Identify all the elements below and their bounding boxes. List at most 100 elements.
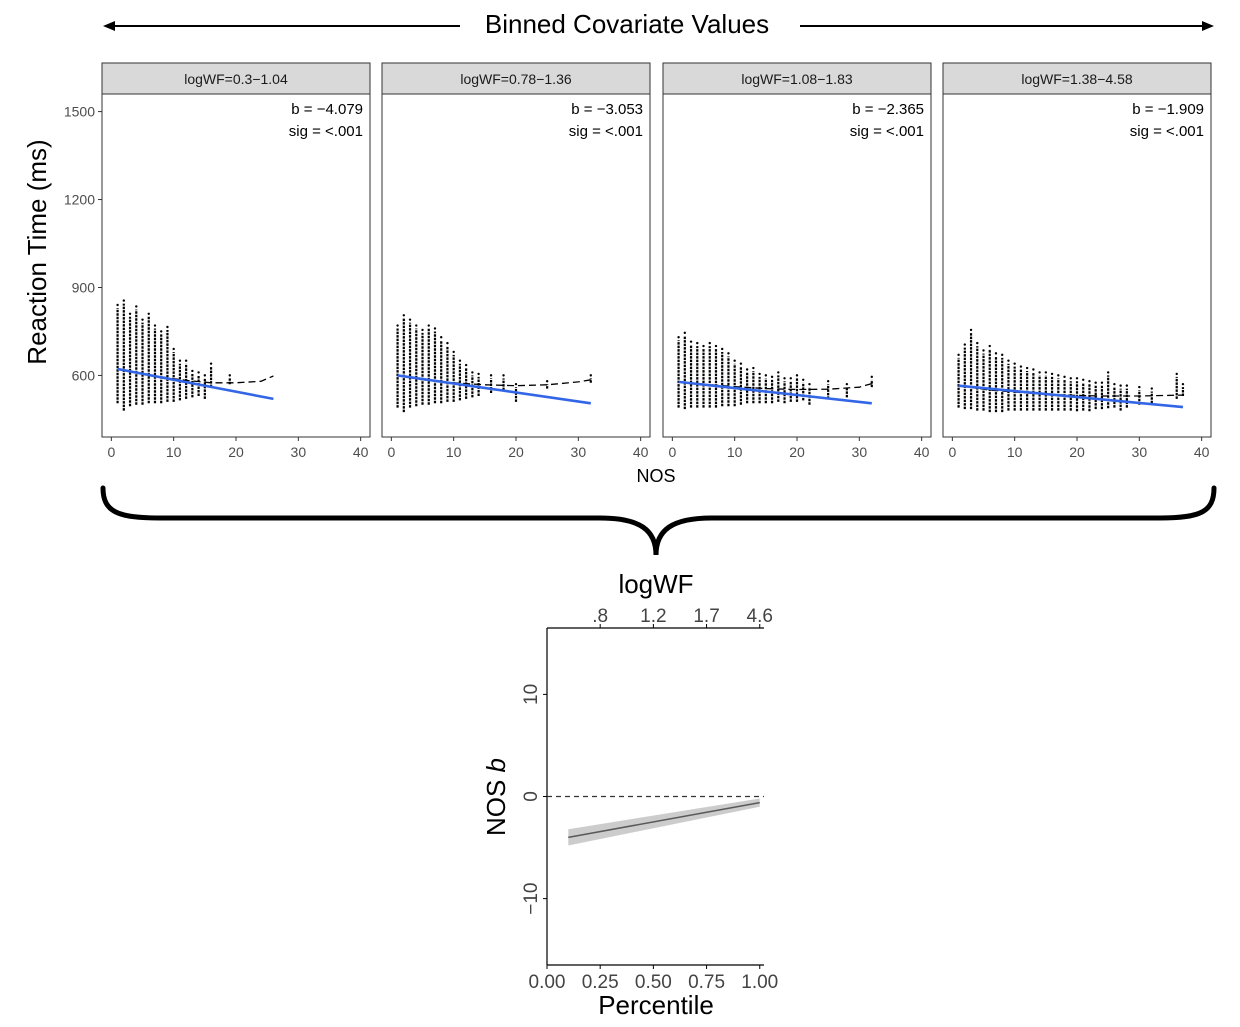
facet-strip-label: logWF=0.78−1.36 [460,71,572,87]
x-tick-label: 10 [1007,444,1023,460]
scatter-point [808,382,811,386]
binned-covariate-header: Binned Covariate Values [103,9,1214,39]
scatter-point [209,362,213,365]
scatter-point [415,324,418,327]
percentile-plot: 0.00 0.25 0.50 0.75 1.00 −10 0 10 .8 1.2 1.7 4.6 [521,606,778,993]
scatter-point [752,366,755,370]
facet-panel-frame [942,93,1212,438]
fit-line [397,374,591,405]
facet-strip-label: logWF=0.3−1.04 [184,71,288,87]
scatter-point [1106,371,1110,374]
top-tick-label: 1.2 [640,606,666,627]
scatter-point [789,377,792,380]
confidence-ribbon [568,798,760,846]
facet-strip [662,62,932,95]
scatter-point [427,324,430,327]
scatter-point [178,359,182,362]
y-tick-label: 1200 [64,192,95,208]
sig-label: sig = <.001 [569,123,643,140]
scatter-point [696,341,699,345]
x-tick-label: 0.00 [529,972,566,993]
x-tick-label: 20 [1069,444,1085,460]
scatter-point [228,374,231,377]
scatter-point [963,343,967,346]
x-tick-label: 0 [668,444,676,460]
scatter-point [783,377,786,380]
sig-label: sig = <.001 [1130,123,1204,140]
scatter-point [141,318,144,321]
x-tick-label: 30 [571,444,587,460]
x-tick-label: 40 [914,444,930,460]
scatter-point [147,312,150,316]
scatter-point [160,330,163,333]
y-tick-label: 10 [521,684,542,705]
bottom-top-axis-label: logWF [618,569,693,599]
sig-label: sig = <.001 [850,123,924,140]
y-tick-label: 600 [72,367,96,383]
scatter-point [489,374,493,377]
scatter-point [1138,385,1141,389]
scatter-point [795,374,799,377]
scatter-point [545,380,549,383]
scatter-point [122,299,126,302]
top-tick-label: 4.6 [747,606,773,627]
scatter-point [191,369,194,373]
scatter-point [733,359,736,362]
scatter-point [153,324,157,327]
scatter-point [745,368,749,371]
scatter-point [1057,374,1060,377]
scatter-point [446,341,449,345]
scatter-point [758,372,761,376]
scatter-point [502,374,505,377]
scatter-point [1088,380,1091,383]
scatter-point [452,350,455,354]
scatter-point [982,349,985,352]
scatter-point [458,359,462,362]
scatter-point [802,378,805,381]
scatter-point [1075,377,1079,380]
x-tick-label: 1.00 [741,972,778,993]
fit-line [678,380,872,405]
x-tick-label: 10 [727,444,743,460]
scatter-point [721,347,724,351]
x-tick-label: 20 [789,444,805,460]
scatter-point [714,344,718,348]
facet-x-label: NOS [636,466,675,486]
scatter-point [1013,362,1016,365]
facet-panels: logWF=0.3−1.04b = −4.079 sig = <.001 0 10 20… [64,62,1212,460]
header-title: Binned Covariate Values [485,9,769,39]
header-arrowhead-right [1202,21,1214,31]
bottom-y-label-italic: b [481,758,511,772]
scatter-point [197,371,200,374]
scatter-point [677,336,680,339]
coef-label: b = −4.079 [291,101,363,118]
scatter-point [976,341,979,345]
scatter-point [402,314,406,317]
x-tick-label: 10 [166,444,182,460]
scatter-point [116,303,119,307]
scatter-point [433,327,437,330]
x-tick-label: 30 [1132,444,1148,460]
scatter-point [845,382,849,386]
x-tick-label: 40 [633,444,649,460]
scatter-point [184,359,188,362]
scatter-point [1038,371,1041,374]
scatter-point [1032,368,1035,371]
scatter-point [464,363,468,367]
scatter-point [172,347,175,351]
header-arrowhead-left [103,21,115,31]
loess-curve [678,381,872,391]
scatter-point [1050,372,1054,376]
scatter-point [1094,381,1097,384]
sig-label: sig = <.001 [289,123,363,140]
facet-strip-label: logWF=1.08−1.83 [741,71,853,87]
curly-brace [100,485,1217,556]
facet-panel-frame [101,93,371,438]
x-tick-label: 0 [387,444,395,460]
facet-panel-2: logWF=0.78−1.36 b = −3.053 sig = <.001 0 10 2… [381,62,651,460]
scatter-point [969,328,973,332]
x-tick-label: 40 [353,444,369,460]
loess-curve [958,385,1184,397]
x-tick-label: 30 [852,444,868,460]
loess-curve [397,374,591,387]
